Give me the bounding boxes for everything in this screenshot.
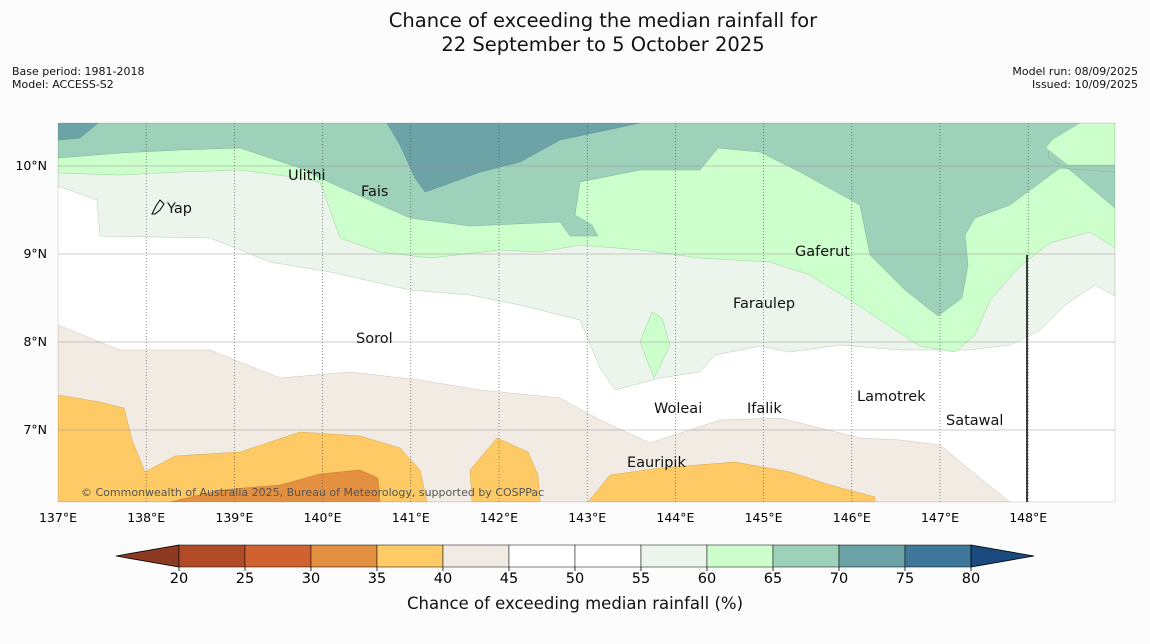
colorbar-segment: [706, 544, 774, 568]
place-label-gaferut: Gaferut: [795, 244, 850, 260]
colorbar-segments: [115, 544, 1035, 568]
colorbar-segment: [244, 544, 312, 568]
yap-island-shape: [151, 199, 165, 215]
meta-left: Base period: 1981-2018 Model: ACCESS-S2: [12, 65, 144, 91]
map-frame: [57, 122, 1116, 503]
issued-date: Issued: 10/09/2025: [1031, 78, 1138, 91]
colorbar-tick-label: 65: [764, 571, 782, 587]
x-tick-label: 138°E: [127, 510, 165, 525]
colorbar-tick-label: 25: [236, 571, 254, 587]
y-tick-label: 9°N: [23, 246, 47, 261]
colorbar-segment: [838, 544, 906, 568]
x-axis-ticks: 137°E 138°E 139°E 140°E 141°E 142°E 143°E 144°E…: [39, 510, 1047, 525]
x-tick-label: 143°E: [568, 510, 606, 525]
colorbar-tick-label: 20: [170, 571, 188, 587]
model-run: Model run: 08/09/2025: [1012, 65, 1138, 78]
band-60-65-ne-patch: [1045, 123, 1115, 166]
band-60-65-blob: [639, 311, 671, 379]
y-tick-label: 10°N: [15, 158, 47, 173]
colorbar-segment: [640, 544, 708, 568]
colorbar-segment: [310, 544, 378, 568]
colorbar-ticks: 20 25 30 35 40 45 50 55 60 65 70 75 80: [170, 567, 980, 587]
colorbar-tick-label: 55: [632, 571, 650, 587]
colorbar-tick-label: 35: [368, 571, 386, 587]
place-label-eauripik: Eauripik: [627, 455, 686, 471]
colorbar-segment: [376, 544, 444, 568]
x-tick-label: 142°E: [480, 510, 518, 525]
x-tick-label: 144°E: [656, 510, 694, 525]
colorbar-tick-label: 50: [566, 571, 584, 587]
colorbar-segment: [178, 544, 246, 568]
model-name: Model: ACCESS-S2: [12, 78, 114, 91]
colorbar-segment: [574, 544, 642, 568]
colorbar-tick-label: 60: [698, 571, 716, 587]
colorbar-tick-label: 45: [500, 571, 518, 587]
band-35-40-mid: [469, 437, 541, 502]
colorbar-extend-low: [115, 544, 180, 568]
colorbar-title: Chance of exceeding median rainfall (%): [406, 594, 744, 613]
place-labels: Yap Ulithi Fais Gaferut Faraulep Sorol Woleai I…: [166, 168, 1003, 471]
colorbar-tick-label: 40: [434, 571, 452, 587]
band-70-75: [386, 123, 641, 193]
place-label-sorol: Sorol: [356, 331, 393, 347]
place-label-ifalik: Ifalik: [747, 401, 782, 417]
colorbar-segment: [772, 544, 840, 568]
x-tick-label: 137°E: [39, 510, 77, 525]
place-label-lamotrek: Lamotrek: [857, 389, 926, 405]
colorbar-segment: [904, 544, 972, 568]
base-period: Base period: 1981-2018: [12, 65, 145, 78]
map-title: Chance of exceeding the median rainfall …: [0, 9, 1150, 57]
meta-right: Model run: 08/09/2025 Issued: 10/09/2025: [1012, 65, 1138, 91]
band-70-75-west: [58, 123, 99, 141]
colorbar-segment: [508, 544, 576, 568]
place-label-fais: Fais: [361, 184, 388, 200]
colorbar-extend-high: [970, 544, 1035, 568]
y-tick-label: 7°N: [23, 422, 47, 437]
colorbar-tick-label: 30: [302, 571, 320, 587]
map-area: © Commonwealth of Australia 2025, Bureau…: [58, 123, 1115, 502]
title-line-1: Chance of exceeding the median rainfall …: [388, 9, 818, 32]
x-tick-label: 145°E: [745, 510, 783, 525]
gridlines: [58, 123, 1115, 502]
x-tick-label: 146°E: [833, 510, 871, 525]
x-tick-label: 140°E: [304, 510, 342, 525]
place-label-satawal: Satawal: [946, 413, 1003, 429]
colorbar-tick-label: 75: [896, 571, 914, 587]
copyright-text: © Commonwealth of Australia 2025, Bureau…: [81, 486, 544, 499]
x-tick-label: 148°E: [1009, 510, 1047, 525]
place-label-yap: Yap: [166, 201, 192, 217]
place-label-woleai: Woleai: [654, 401, 702, 417]
band-65-70: [58, 123, 1115, 317]
x-tick-label: 147°E: [921, 510, 959, 525]
band-35-40-east: [587, 461, 876, 502]
colorbar-segment: [442, 544, 510, 568]
place-label-ulithi: Ulithi: [288, 168, 326, 184]
title-line-2: 22 September to 5 October 2025: [441, 33, 765, 56]
x-tick-label: 141°E: [392, 510, 430, 525]
y-axis-ticks: 10°N 9°N 8°N 7°N: [15, 158, 47, 437]
colorbar-tick-label: 80: [962, 571, 980, 587]
x-tick-label: 139°E: [215, 510, 253, 525]
place-label-faraulep: Faraulep: [733, 296, 795, 312]
colorbar-tick-label: 70: [830, 571, 848, 587]
y-tick-label: 8°N: [23, 334, 47, 349]
band-30-35: [169, 469, 381, 502]
